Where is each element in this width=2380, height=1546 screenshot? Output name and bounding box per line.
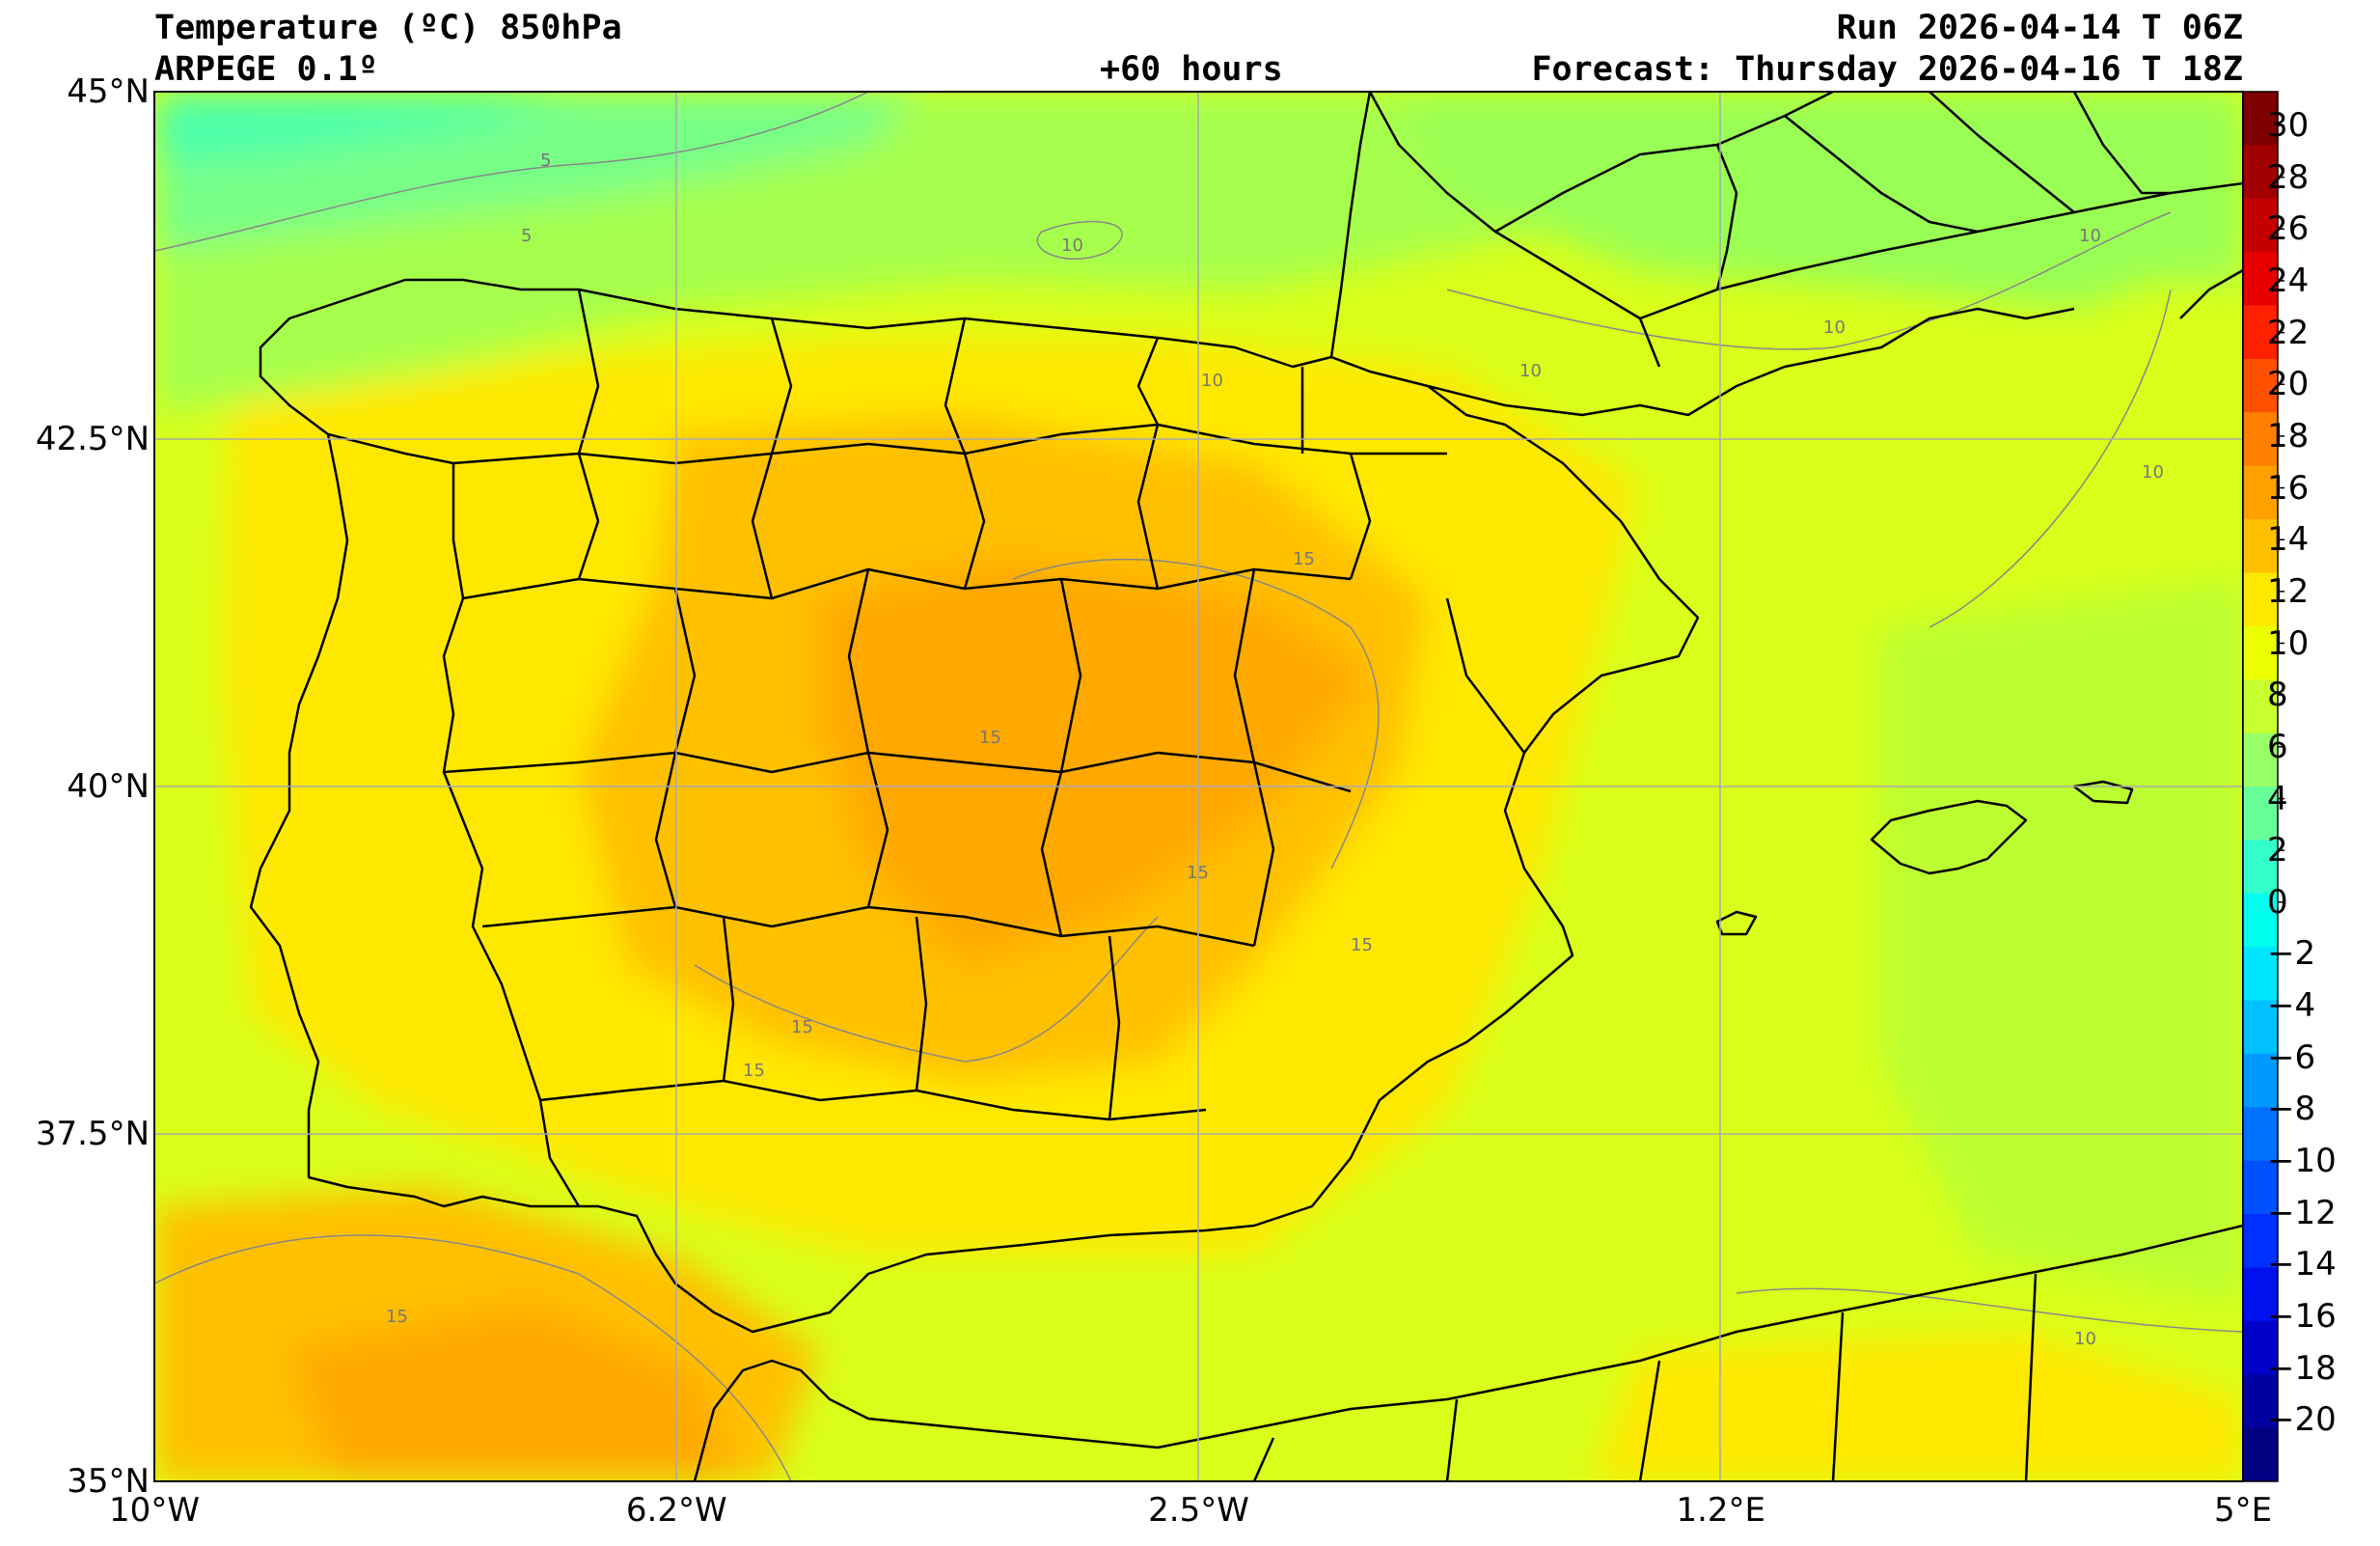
contour-label: 5 — [540, 151, 551, 171]
contour-label: 10 — [1201, 371, 1223, 391]
colorbar-segment — [2243, 1320, 2278, 1375]
colorbar-label: 20 — [2267, 365, 2310, 404]
colorbar-segment — [2243, 840, 2278, 895]
contour-label: 5 — [521, 226, 532, 246]
temperature-field: 5 5 10 10 10 10 10 10 15 15 15 15 15 15 … — [154, 92, 2243, 1481]
colorbar-segment — [2243, 465, 2278, 520]
colorbar-label: −10 — [2267, 1142, 2337, 1181]
colorbar-segment — [2243, 145, 2278, 200]
colorbar-label: −20 — [2267, 1400, 2337, 1440]
colorbar-label: 30 — [2267, 106, 2310, 145]
lat-tick-label: 40°N — [67, 767, 150, 806]
contour-label: 10 — [1061, 235, 1083, 256]
lon-tick-label: 5°E — [2213, 1491, 2273, 1530]
colorbar-label: −8 — [2267, 1090, 2316, 1129]
colorbar-segment — [2243, 412, 2278, 467]
graticule — [154, 92, 2243, 1481]
colorbar-segment — [2243, 1053, 2278, 1108]
colorbar-label: 28 — [2267, 157, 2310, 197]
colorbar-segment — [2243, 1267, 2278, 1322]
colorbar-segment — [2243, 947, 2278, 1002]
contour-label: 10 — [2079, 226, 2101, 246]
colorbar-label: 14 — [2267, 520, 2310, 560]
lat-tick-label: 37.5°N — [35, 1115, 150, 1153]
chart-title: Temperature (ºC) 850hPa — [154, 9, 622, 47]
lead-time: +60 hours — [1100, 50, 1283, 89]
coastlines — [249, 92, 2243, 1481]
colorbar-label: 8 — [2267, 676, 2288, 715]
colorbar-segment — [2243, 252, 2278, 307]
colorbar-frame — [2242, 91, 2279, 1482]
colorbar-label: −4 — [2267, 986, 2316, 1026]
contour-label: 10 — [1519, 361, 1542, 381]
lon-tick-label: 2.5°W — [1148, 1491, 1249, 1530]
isotherms — [154, 92, 2243, 1481]
colorbar-segment — [2243, 732, 2278, 787]
colorbar-label: 12 — [2267, 571, 2310, 611]
contour-label: 15 — [1293, 549, 1315, 569]
colorbar-segment — [2243, 1000, 2278, 1055]
colorbar-segment — [2243, 787, 2278, 841]
colorbar-label: 2 — [2267, 831, 2288, 870]
lon-tick-label: 6.2°W — [625, 1491, 727, 1530]
contour-label: 15 — [979, 728, 1001, 748]
lat-tick-label: 45°N — [67, 72, 150, 111]
colorbar-label: 26 — [2267, 209, 2310, 249]
colorbar-segment — [2243, 519, 2278, 573]
lon-tick-label: 10°W — [109, 1491, 200, 1530]
forecast-time: Forecast: Thursday 2026-04-16 T 18Z — [1531, 50, 2243, 89]
run-time: Run 2026-04-14 T 06Z — [1836, 9, 2243, 47]
colorbar-label: −14 — [2267, 1245, 2337, 1284]
colorbar-label: −2 — [2267, 934, 2316, 974]
colorbar-label: 0 — [2267, 882, 2288, 922]
colorbar-label: 24 — [2267, 261, 2310, 300]
colorbar-segment — [2243, 679, 2278, 734]
colorbar-label: −16 — [2267, 1297, 2337, 1337]
lon-tick-label: 1.2°E — [1676, 1491, 1766, 1530]
colorbar-label: 16 — [2267, 468, 2310, 508]
colorbar-label: 18 — [2267, 416, 2310, 456]
colorbar-segment — [2243, 1427, 2278, 1482]
colorbar-segment — [2243, 572, 2278, 627]
colorbar-label: −6 — [2267, 1037, 2316, 1077]
colorbar — [2243, 92, 2284, 1482]
colorbar-segment — [2243, 893, 2278, 948]
contour-label: 15 — [386, 1307, 408, 1327]
contour-label: 15 — [743, 1061, 765, 1081]
model-name: ARPEGE 0.1º — [154, 50, 378, 89]
colorbar-segment — [2243, 305, 2278, 360]
colorbar-segment — [2243, 358, 2278, 413]
colorbar-label: 4 — [2267, 779, 2288, 818]
colorbar-segment — [2243, 1160, 2278, 1215]
contour-label: 15 — [1351, 935, 1373, 955]
contour-label: 10 — [1823, 317, 1846, 338]
contour-label: 10 — [2074, 1329, 2096, 1349]
colorbar-label: 10 — [2267, 623, 2310, 663]
colorbar-label: 22 — [2267, 313, 2310, 352]
colorbar-label: −12 — [2267, 1193, 2337, 1232]
colorbar-segment — [2243, 1214, 2278, 1268]
colorbar-segment — [2243, 92, 2278, 146]
colorbar-segment — [2243, 1107, 2278, 1162]
colorbar-segment — [2243, 1374, 2278, 1429]
colorbar-label: 6 — [2267, 727, 2288, 766]
colorbar-label: −18 — [2267, 1348, 2337, 1388]
contour-label: 10 — [2142, 462, 2164, 483]
lat-tick-label: 42.5°N — [35, 420, 150, 458]
colorbar-segment — [2243, 625, 2278, 680]
lat-tick-label: 35°N — [67, 1462, 150, 1501]
contour-label: 15 — [791, 1017, 813, 1037]
colorbar-segment — [2243, 198, 2278, 253]
